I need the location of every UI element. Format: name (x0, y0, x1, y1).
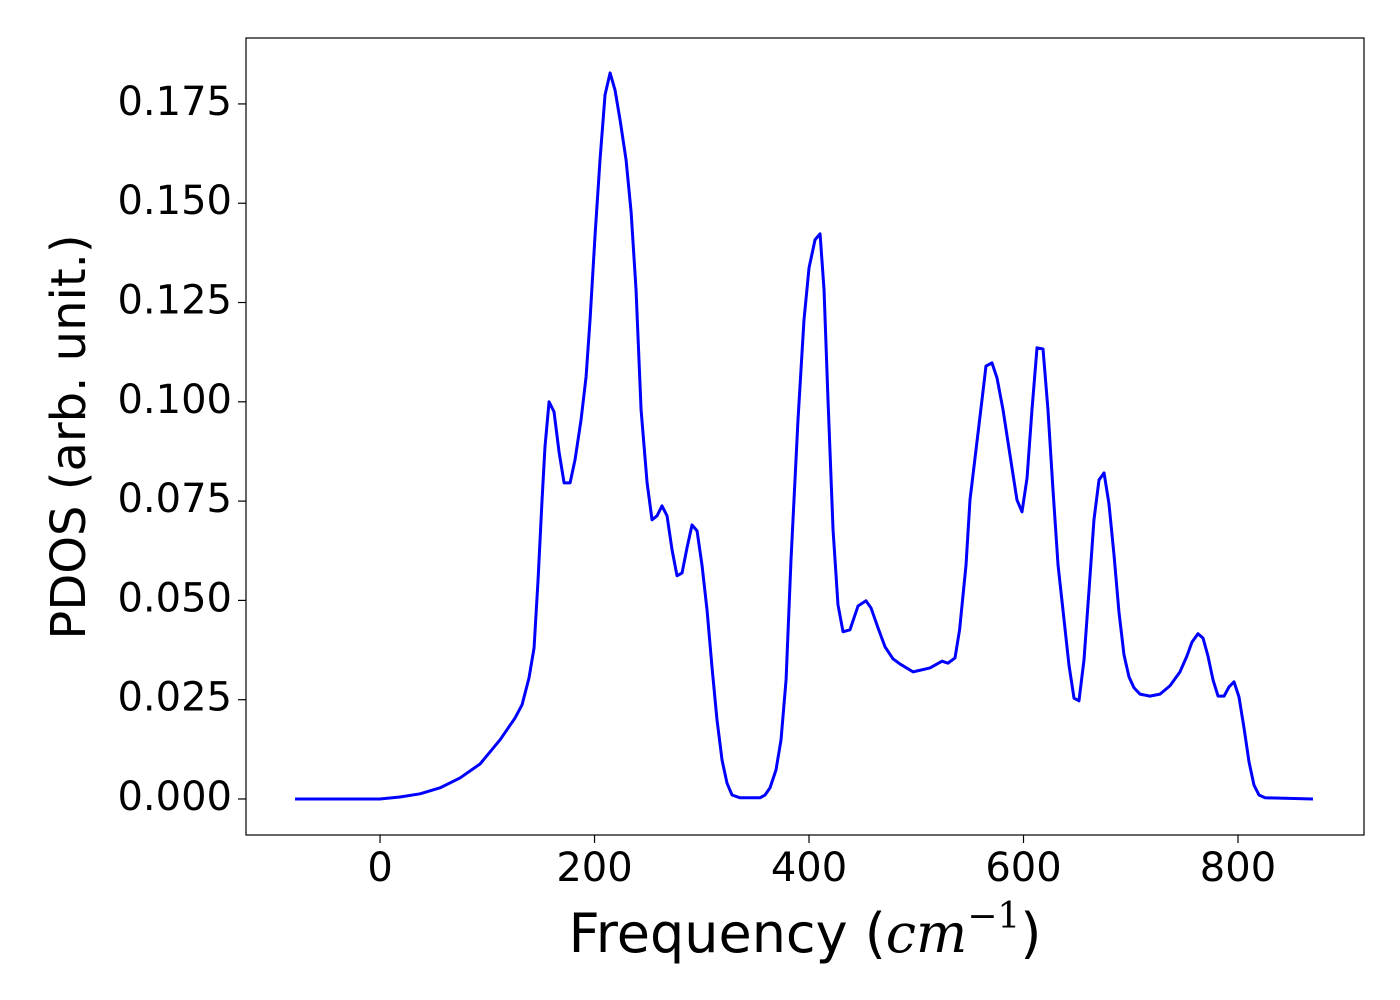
data-line (295, 71, 1313, 801)
x-axis-label: Frequency (cm−1) (569, 896, 1042, 965)
y-tick-label: 0.025 (117, 675, 232, 721)
y-tick-label: 0.150 (117, 178, 232, 224)
y-tick-label: 0.075 (117, 476, 232, 522)
x-tick-label: 400 (771, 845, 847, 891)
x-tick-label: 200 (556, 845, 632, 891)
x-label-math: cm (886, 902, 967, 965)
y-tick-label: 0.000 (117, 774, 232, 820)
x-tick-label: 0 (367, 845, 392, 891)
plot-frame (245, 37, 1365, 836)
y-axis-label: PDOS (arb. unit.) (41, 234, 97, 639)
y-tick-label: 0.125 (117, 278, 232, 324)
x-label-sup: −1 (967, 896, 1020, 937)
y-tick-label: 0.100 (117, 377, 232, 423)
x-tick-label: 800 (1200, 845, 1276, 891)
x-label-text: ) (1020, 902, 1041, 965)
y-tick-label: 0.175 (117, 79, 232, 125)
x-tick-label: 600 (985, 845, 1061, 891)
x-label-text: Frequency ( (569, 902, 886, 965)
y-tick-label: 0.050 (117, 575, 232, 621)
